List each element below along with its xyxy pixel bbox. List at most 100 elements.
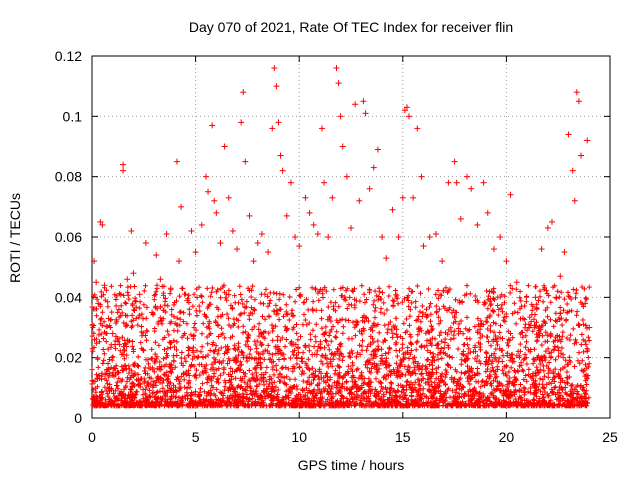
data-point	[173, 158, 180, 165]
data-point	[569, 167, 576, 174]
y-tick-label: 0.04	[55, 289, 82, 305]
data-point	[453, 179, 460, 186]
data-point	[548, 218, 555, 225]
data-point	[269, 125, 276, 132]
data-point	[310, 221, 317, 228]
data-point	[561, 249, 568, 256]
data-point	[184, 297, 191, 304]
data-point	[318, 125, 325, 132]
x-tick-label: 25	[602, 429, 618, 445]
data-point	[142, 240, 149, 247]
data-point	[333, 65, 340, 72]
x-tick-label: 0	[88, 429, 96, 445]
data-point	[250, 258, 257, 265]
data-point	[451, 158, 458, 165]
data-point	[314, 230, 321, 237]
y-tick-label: 0.1	[63, 108, 83, 124]
data-point	[258, 230, 265, 237]
data-point	[565, 131, 572, 138]
data-point	[329, 194, 336, 201]
data-point	[265, 249, 272, 256]
x-tick-label: 5	[192, 429, 200, 445]
data-point	[370, 164, 377, 171]
data-point	[153, 252, 160, 259]
y-tick-label: 0.08	[55, 169, 82, 185]
data-point	[321, 179, 328, 186]
data-point	[339, 143, 346, 150]
data-points-dense	[89, 282, 592, 409]
data-point	[128, 227, 135, 234]
data-point	[275, 119, 282, 126]
data-point	[325, 234, 332, 240]
data-point	[130, 270, 137, 277]
data-point	[532, 294, 539, 301]
data-points	[91, 65, 593, 337]
data-point	[582, 300, 589, 307]
data-point	[439, 258, 446, 265]
data-point	[277, 152, 284, 159]
data-point	[497, 234, 504, 240]
data-point	[178, 203, 185, 210]
data-point	[306, 209, 313, 216]
data-point	[420, 243, 427, 250]
data-point	[395, 234, 402, 240]
data-point	[296, 243, 303, 250]
data-point	[360, 98, 367, 105]
data-point	[120, 167, 127, 174]
y-tick-label: 0.02	[55, 350, 82, 366]
data-point	[163, 230, 170, 237]
data-point	[192, 249, 199, 256]
data-point	[337, 113, 344, 120]
data-point	[571, 197, 578, 204]
data-point	[211, 197, 218, 204]
data-point	[99, 221, 106, 228]
data-point	[553, 294, 560, 301]
data-point	[120, 161, 127, 168]
data-point	[221, 143, 228, 150]
data-point	[544, 224, 551, 231]
x-axis-label: GPS time / hours	[298, 457, 405, 473]
data-point	[432, 230, 439, 237]
grid-lines	[92, 56, 610, 418]
data-point	[457, 215, 464, 222]
data-point	[302, 194, 309, 201]
data-point	[95, 300, 102, 307]
y-tick-label: 0.12	[55, 48, 82, 64]
data-point	[468, 185, 475, 192]
data-point	[240, 89, 247, 96]
data-point	[586, 324, 593, 331]
data-point	[445, 179, 452, 186]
data-point	[167, 285, 174, 292]
data-point	[426, 234, 433, 240]
data-point	[577, 152, 584, 159]
data-point	[490, 246, 497, 253]
data-point	[410, 194, 417, 201]
data-point	[352, 101, 359, 108]
data-point	[217, 240, 224, 247]
data-point	[105, 315, 112, 322]
data-point	[292, 234, 299, 240]
data-point	[136, 291, 143, 298]
data-point	[283, 212, 290, 219]
data-point	[348, 224, 354, 231]
data-point	[238, 119, 245, 126]
data-point	[356, 197, 363, 204]
data-point	[234, 246, 241, 253]
data-point	[584, 137, 591, 144]
data-point	[374, 146, 381, 153]
data-point	[198, 221, 205, 228]
data-point	[573, 89, 580, 96]
data-point	[109, 330, 116, 337]
data-point	[101, 282, 108, 289]
data-point	[474, 221, 481, 228]
data-point	[273, 83, 280, 90]
data-point	[91, 258, 98, 265]
x-tick-label: 15	[395, 429, 411, 445]
data-point	[418, 173, 425, 180]
data-point	[229, 227, 236, 234]
data-point	[403, 104, 410, 111]
data-point	[414, 125, 421, 132]
data-point	[205, 188, 212, 195]
chart-title: Day 070 of 2021, Rate Of TEC Index for r…	[189, 19, 513, 35]
